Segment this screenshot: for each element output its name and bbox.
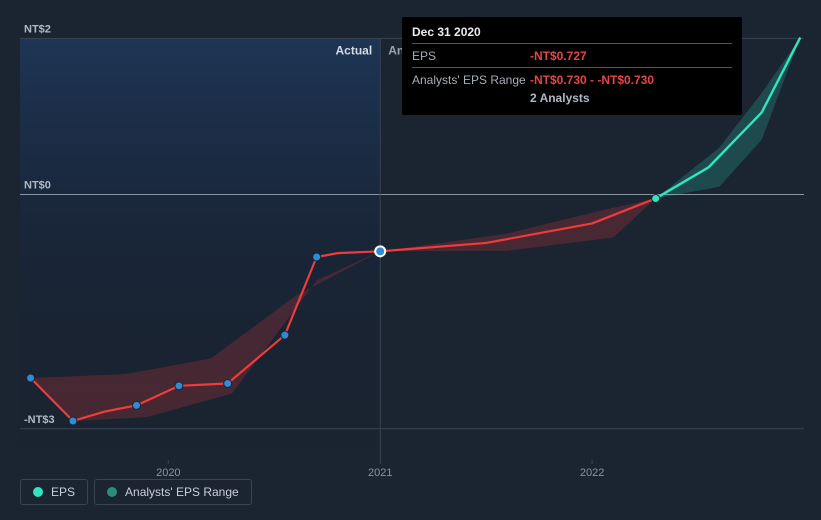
eps-marker[interactable] [27, 374, 35, 382]
legend-label: Analysts' EPS Range [125, 485, 239, 499]
chart-tooltip: Dec 31 2020 EPS-NT$0.727Analysts' EPS Ra… [402, 17, 742, 115]
tooltip-value: -NT$0.730 - -NT$0.730 [530, 73, 654, 87]
legend-swatch [33, 487, 43, 497]
y-tick-label: -NT$3 [24, 414, 55, 426]
tooltip-key: EPS [412, 49, 530, 63]
x-tick-label: 2021 [368, 467, 392, 479]
section-label-actual: Actual [336, 43, 373, 57]
tooltip-key: Analysts' EPS Range [412, 73, 530, 87]
y-tick-label: NT$0 [24, 180, 51, 192]
eps-marker[interactable] [281, 331, 289, 339]
eps-marker[interactable] [224, 379, 232, 387]
chart-legend: EPS Analysts' EPS Range [20, 479, 252, 505]
tooltip-title: Dec 31 2020 [412, 25, 732, 44]
eps-marker[interactable] [69, 417, 77, 425]
legend-swatch [107, 487, 117, 497]
tooltip-key [412, 91, 530, 105]
eps-marker-highlight[interactable] [375, 246, 385, 256]
legend-item[interactable]: Analysts' EPS Range [94, 479, 252, 505]
eps-marker[interactable] [133, 401, 141, 409]
forecast-marker[interactable] [652, 194, 660, 202]
y-tick-label: NT$2 [24, 23, 51, 35]
tooltip-value: 2 Analysts [530, 91, 590, 105]
legend-item[interactable]: EPS [20, 479, 88, 505]
eps-marker[interactable] [175, 382, 183, 390]
x-tick-label: 2020 [156, 467, 180, 479]
tooltip-row: 2 Analysts [412, 89, 732, 107]
tooltip-value: -NT$0.727 [530, 49, 587, 63]
x-tick-label: 2022 [580, 467, 604, 479]
tooltip-row: EPS-NT$0.727 [412, 47, 732, 68]
tooltip-row: Analysts' EPS Range-NT$0.730 - -NT$0.730 [412, 71, 732, 89]
legend-label: EPS [51, 485, 75, 499]
eps-marker[interactable] [313, 253, 321, 261]
